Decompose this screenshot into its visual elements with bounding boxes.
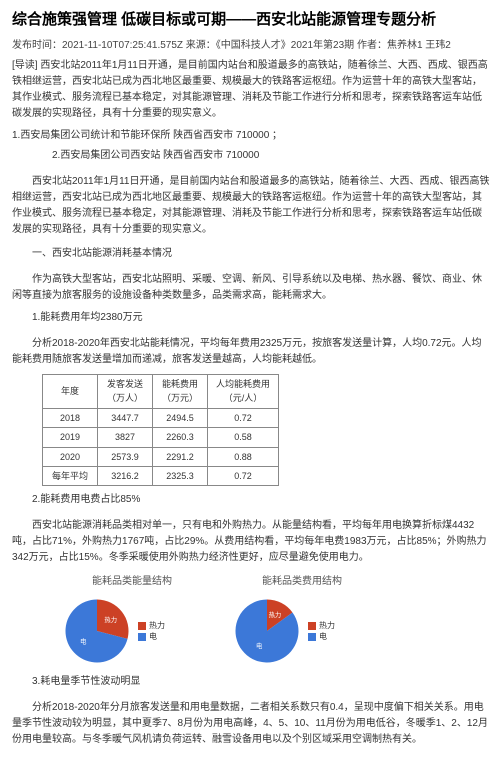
paragraph-4: 西安北站能源消耗品类相对单一，只有电和外购热力。从能量结构看，平均每年用电换算折… xyxy=(12,518,490,566)
table-cell: 0.88 xyxy=(208,447,279,466)
table-row: 每年平均3216.22325.30.72 xyxy=(43,466,279,485)
paragraph-5: 分析2018-2020年分月旅客发送量和用电量数据，二者相关系数只有0.4，呈现… xyxy=(12,700,490,748)
table-cell: 2020 xyxy=(43,447,98,466)
legend-label: 电 xyxy=(319,631,327,642)
table-cell: 2291.2 xyxy=(153,447,208,466)
table-cell: 2325.3 xyxy=(153,466,208,485)
section-1-head: 一、西安北站能源消耗基本情况 xyxy=(12,246,490,262)
table-cell: 3447.7 xyxy=(98,408,153,427)
table-cell: 2260.3 xyxy=(153,428,208,447)
legend-1: 热力电 xyxy=(138,620,165,642)
chart1-title: 能耗品类能量结构 xyxy=(62,574,202,590)
page-title: 综合施策强管理 低碳目标或可期——西安北站能源管理专题分析 xyxy=(12,8,490,32)
pie-chart-1: 热力电 xyxy=(62,596,132,666)
pie-slice-label: 热力 xyxy=(104,615,117,624)
legend-item: 热力 xyxy=(138,620,165,631)
energy-table: 年度发客发送（万人）能耗费用（万元）人均能耗费用（元/人） 20183447.7… xyxy=(42,374,279,486)
pie-slice-label: 电 xyxy=(256,641,263,650)
legend-item: 电 xyxy=(308,631,335,642)
legend-label: 热力 xyxy=(149,620,165,631)
legend-2: 热力电 xyxy=(308,620,335,642)
legend-item: 热力 xyxy=(308,620,335,631)
table-cell: 3216.2 xyxy=(98,466,153,485)
legend-swatch xyxy=(138,622,146,630)
legend-label: 热力 xyxy=(319,620,335,631)
org-line-2: 2.西安局集团公司西安站 陕西省西安市 710000 xyxy=(12,148,490,164)
paragraph-1: 西安北站2011年1月11日开通，是目前国内站台和股道最多的高铁站，随着徐兰、大… xyxy=(12,174,490,238)
paragraph-2: 作为高铁大型客站，西安北站照明、采暖、空调、新风、引导系统以及电梯、热水器、餐饮… xyxy=(12,272,490,304)
table-row: 20202573.92291.20.88 xyxy=(43,447,279,466)
sub-2-head: 2.能耗费用电费占比85% xyxy=(12,492,490,508)
chart-cost-structure: 能耗品类费用结构 热力电 热力电 xyxy=(232,574,372,666)
pie-charts-row: 能耗品类能量结构 热力电 热力电 能耗品类费用结构 热力电 热力电 xyxy=(62,574,490,666)
pie-slice-label: 热力 xyxy=(269,611,282,620)
table-cell: 0.72 xyxy=(208,466,279,485)
table-header: 人均能耗费用（元/人） xyxy=(208,375,279,409)
table-row: 201938272260.30.58 xyxy=(43,428,279,447)
org-line-1: 1.西安局集团公司统计和节能环保所 陕西省西安市 710000 ； xyxy=(12,128,490,144)
legend-swatch xyxy=(308,633,316,641)
table-cell: 每年平均 xyxy=(43,466,98,485)
table-cell: 2494.5 xyxy=(153,408,208,427)
table-cell: 2019 xyxy=(43,428,98,447)
table-header: 年度 xyxy=(43,375,98,409)
table-cell: 0.72 xyxy=(208,408,279,427)
table-cell: 2018 xyxy=(43,408,98,427)
table-row: 20183447.72494.50.72 xyxy=(43,408,279,427)
chart2-title: 能耗品类费用结构 xyxy=(232,574,372,590)
table-cell: 3827 xyxy=(98,428,153,447)
legend-swatch xyxy=(308,622,316,630)
table-header: 发客发送（万人） xyxy=(98,375,153,409)
table-cell: 0.58 xyxy=(208,428,279,447)
sub-3-head: 3.耗电量季节性波动明显 xyxy=(12,674,490,690)
paragraph-3: 分析2018-2020年西安北站能耗情况，平均每年费用2325万元，按旅客发送量… xyxy=(12,336,490,368)
legend-label: 电 xyxy=(149,631,157,642)
legend-swatch xyxy=(138,633,146,641)
legend-item: 电 xyxy=(138,631,165,642)
chart-energy-structure: 能耗品类能量结构 热力电 热力电 xyxy=(62,574,202,666)
table-header: 能耗费用（万元） xyxy=(153,375,208,409)
pie-slice-label: 电 xyxy=(80,637,87,646)
table-cell: 2573.9 xyxy=(98,447,153,466)
pie-chart-2: 热力电 xyxy=(232,596,302,666)
meta-line: 发布时间：2021-11-10T07:25:41.575Z 来源：《中国科技人才… xyxy=(12,38,490,54)
sub-1-head: 1.能耗费用年均2380万元 xyxy=(12,310,490,326)
lead-paragraph: [导读] 西安北站2011年1月11日开通，是目前国内站台和股道最多的高铁站，随… xyxy=(12,58,490,122)
